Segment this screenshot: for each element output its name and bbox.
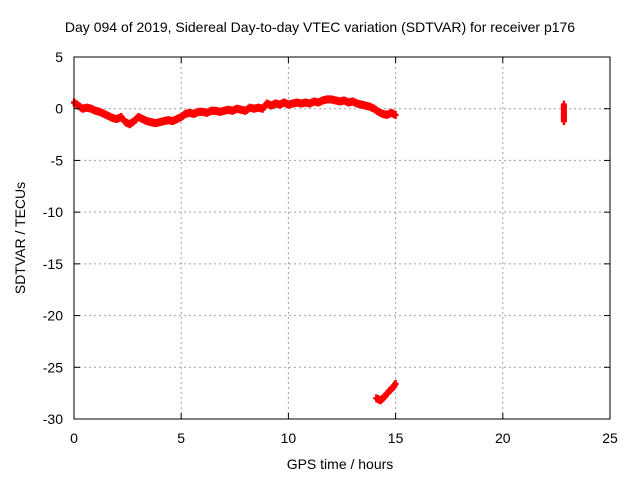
y-tick-label: 0 [55,101,63,117]
x-tick-label: 15 [388,430,404,446]
data-point [392,379,399,388]
y-axis-label: SDTVAR / TECUs [12,181,28,295]
y-tick-label: -25 [43,359,63,375]
y-tick-label: 5 [55,49,63,65]
y-tick-label: -15 [43,256,63,272]
x-tick-label: 20 [495,430,511,446]
y-tick-label: -10 [43,204,63,220]
chart-title: Day 094 of 2019, Sidereal Day-to-day VTE… [64,19,576,35]
x-tick-label: 10 [281,430,297,446]
y-tick-label: -20 [43,308,63,324]
x-tick-label: 25 [602,430,618,446]
x-axis-label: GPS time / hours [286,456,394,472]
y-tick-label: -5 [51,152,64,168]
y-tick-label: -30 [43,411,63,427]
data-point [560,117,567,126]
x-tick-label: 0 [70,430,78,446]
x-tick-label: 5 [177,430,185,446]
plot-frame [73,56,611,420]
data-point [392,110,399,119]
